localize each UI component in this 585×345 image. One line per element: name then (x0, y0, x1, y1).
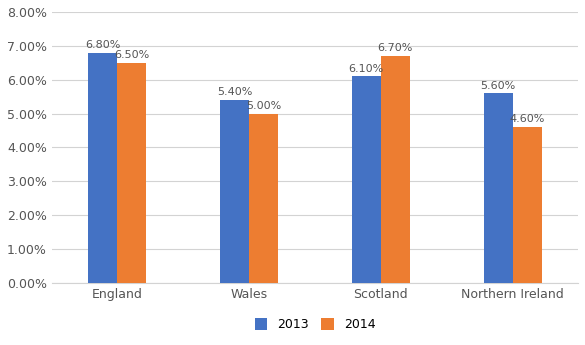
Text: 5.00%: 5.00% (246, 101, 281, 111)
Bar (220, 100, 249, 283)
Text: 6.70%: 6.70% (378, 43, 413, 53)
Bar (88, 52, 117, 283)
Text: 6.10%: 6.10% (349, 63, 384, 73)
Bar (352, 76, 381, 283)
Bar (484, 93, 512, 283)
Text: 6.50%: 6.50% (114, 50, 149, 60)
Text: 5.40%: 5.40% (217, 87, 252, 97)
Bar (381, 56, 410, 283)
Text: 5.60%: 5.60% (481, 80, 516, 90)
Bar (117, 63, 146, 283)
Legend: 2013, 2014: 2013, 2014 (250, 313, 380, 336)
Bar (512, 127, 542, 283)
Bar (249, 114, 278, 283)
Text: 6.80%: 6.80% (85, 40, 121, 50)
Text: 4.60%: 4.60% (510, 115, 545, 125)
